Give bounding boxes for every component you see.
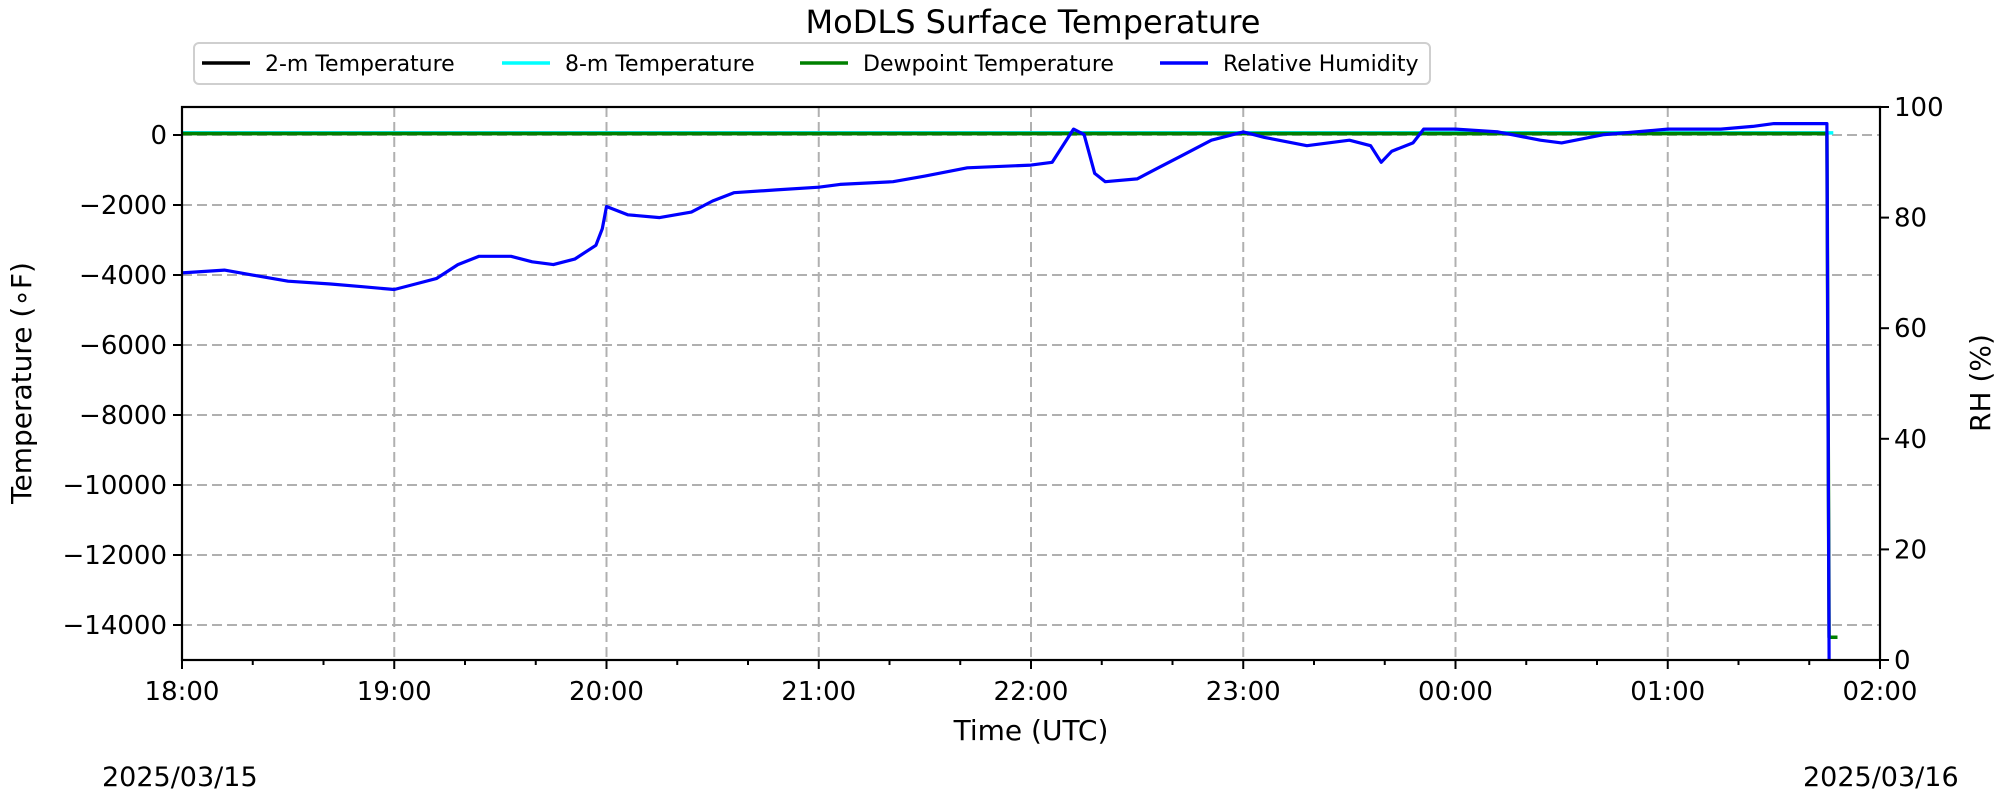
grid <box>182 107 1880 660</box>
x-tick-label: 19:00 <box>357 677 432 707</box>
legend-label-dewpoint-temperature: Dewpoint Temperature <box>863 52 1114 77</box>
legend-label-relative-humidity: Relative Humidity <box>1223 52 1418 77</box>
y-tick-label-left: −6000 <box>79 331 167 361</box>
date-label-left: 2025/03/15 <box>102 762 258 793</box>
x-tick-label: 01:00 <box>1630 677 1705 707</box>
y-tick-label-left: −4000 <box>79 261 167 291</box>
series-layer <box>181 121 1838 661</box>
series-line-relative-humidity <box>181 121 1831 661</box>
x-tick-label: 23:00 <box>1206 677 1281 707</box>
y-tick-label-left: −2000 <box>79 191 167 221</box>
chart-title: MoDLS Surface Temperature <box>806 3 1261 41</box>
x-tick-label: 00:00 <box>1418 677 1493 707</box>
x-tick-label: 18:00 <box>145 677 220 707</box>
y-tick-label-right: 60 <box>1894 314 1927 344</box>
y-tick-label-right: 40 <box>1894 425 1927 455</box>
y-axis-label-right: RH (%) <box>1964 334 1997 432</box>
x-axis-label: Time (UTC) <box>953 714 1109 747</box>
x-tick-label: 22:00 <box>994 677 1069 707</box>
y-axis-label-left: Temperature (∘F) <box>5 262 38 505</box>
series-line-dewpoint-temperature <box>182 131 1838 640</box>
x-tick-label: 02:00 <box>1843 677 1918 707</box>
y-tick-label-left: −8000 <box>79 401 167 431</box>
legend: 2-m Temperature 8-m Temperature Dewpoint T… <box>193 42 1431 85</box>
x-tick-label: 21:00 <box>781 677 856 707</box>
legend-label-8-m-temperature: 8-m Temperature <box>565 52 755 77</box>
y-tick-label-left: −12000 <box>63 541 168 571</box>
y-tick-label-right: 100 <box>1894 93 1944 123</box>
date-label-right: 2025/03/16 <box>1803 762 1959 793</box>
y-tick-label-right: 80 <box>1894 204 1927 234</box>
legend-label-2-m-temperature: 2-m Temperature <box>265 52 455 77</box>
y-tick-label-left: −14000 <box>63 611 168 641</box>
y-tick-label-left: −10000 <box>63 471 168 501</box>
axis-ticks: 18:00 19:00 20:00 21:00 22:00 23:00 00:00 01:00… <box>63 93 1944 707</box>
y-tick-label-right: 20 <box>1894 535 1927 565</box>
x-tick-label: 20:00 <box>569 677 644 707</box>
y-tick-label-right: 0 <box>1894 646 1911 676</box>
y-tick-label-left: 0 <box>150 121 167 151</box>
